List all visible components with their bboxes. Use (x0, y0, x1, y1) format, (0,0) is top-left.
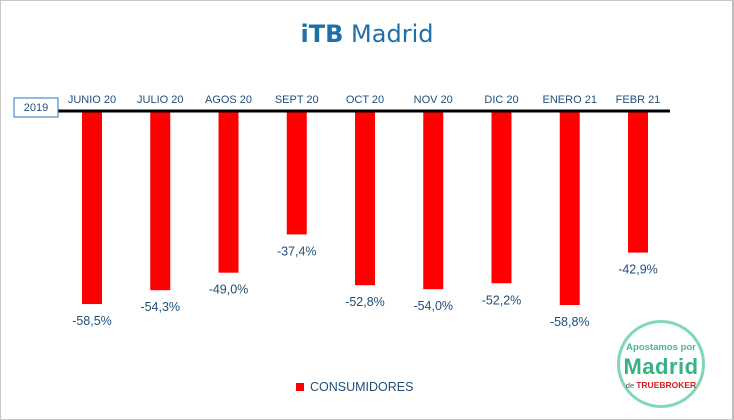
bar-2 (150, 111, 171, 291)
logo-line-3: de TRUEBROKER (620, 380, 702, 390)
category-label-5: OCT 20 (346, 94, 384, 106)
logo-line-2: Madrid (623, 354, 699, 379)
logo-line-3-prefix: de (625, 381, 635, 390)
value-label-3: -49,0% (209, 283, 249, 297)
baseline-label-box (13, 97, 59, 118)
legend-label: CONSUMIDORES (310, 380, 414, 394)
category-label-7: DIC 20 (484, 94, 518, 106)
category-label-3: AGOS 20 (205, 94, 252, 106)
value-label-4: -37,4% (277, 244, 317, 258)
value-labels-group: -58,5% -54,3% -49,0% -37,4% -52,8% -54,0% -52,… (72, 244, 658, 329)
bar-4 (286, 111, 307, 235)
legend-swatch (296, 383, 304, 391)
bar-8 (559, 111, 580, 306)
bars-group (82, 111, 648, 306)
logo-line-1: Apostamos por (626, 342, 696, 353)
bar-1 (82, 111, 102, 305)
value-label-8: -58,8% (550, 315, 590, 329)
baseline-label: 2019 (24, 102, 48, 114)
value-label-1: -58,5% (72, 314, 112, 328)
chart-title: iTB Madrid (0, 20, 734, 48)
bar-6 (423, 111, 444, 290)
category-label-6: NOV 20 (414, 94, 453, 106)
bar-5 (355, 111, 375, 286)
legend: CONSUMIDORES (296, 380, 413, 394)
category-labels-group: JUNIO 20 JULIO 20 AGOS 20 SEPT 20 OCT 20 NOV … (68, 94, 660, 106)
category-label-9: FEBR 21 (616, 94, 661, 106)
logo-brand: TRUEBROKER (636, 380, 697, 390)
value-label-5: -52,8% (345, 295, 385, 309)
category-label-4: SEPT 20 (275, 94, 319, 106)
bar-9 (628, 111, 648, 253)
value-label-2: -54,3% (140, 300, 180, 314)
bar-3 (218, 111, 239, 273)
chart-title-brand: iTB (300, 20, 344, 48)
value-label-7: -52,2% (482, 293, 522, 307)
apostamos-por-madrid-logo: Apostamos por Madrid de TRUEBROKER (617, 320, 705, 408)
value-label-6: -54,0% (413, 299, 453, 313)
category-label-1: JUNIO 20 (68, 94, 116, 106)
chart-title-city: Madrid (351, 20, 434, 48)
category-label-8: ENERO 21 (543, 94, 597, 106)
value-label-9: -42,9% (618, 263, 658, 277)
category-label-2: JULIO 20 (137, 94, 183, 106)
bar-7 (491, 111, 512, 284)
